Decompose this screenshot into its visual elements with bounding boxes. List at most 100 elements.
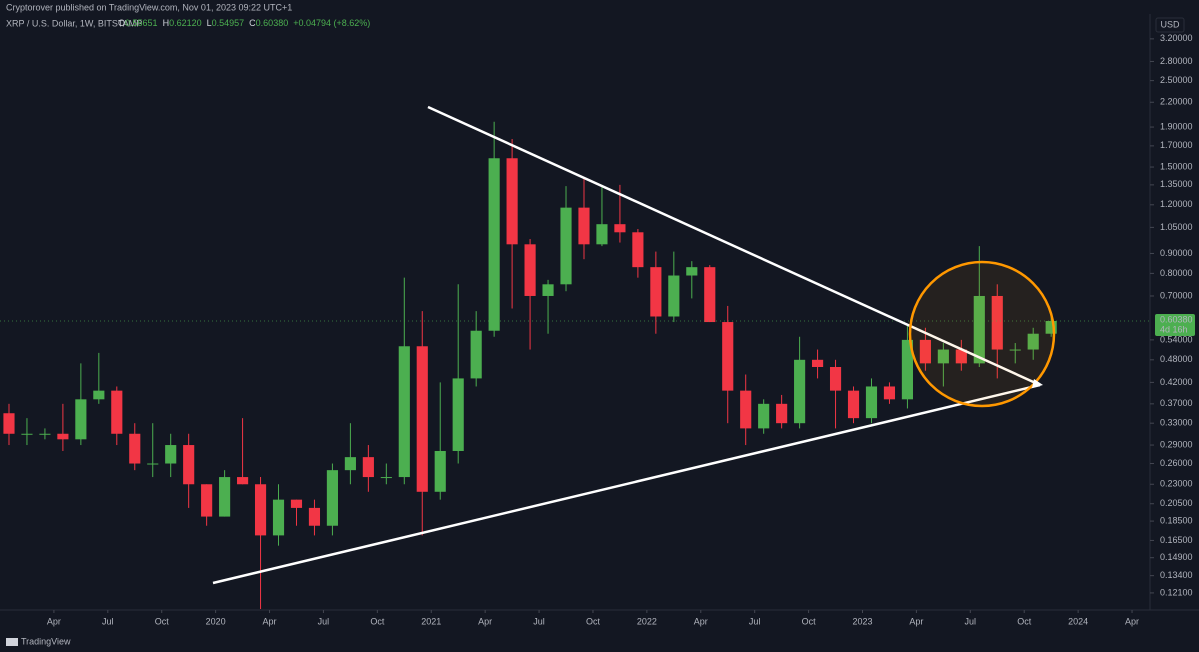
x-tick-label: Apr <box>263 616 277 626</box>
candle-body <box>272 499 285 536</box>
x-tick-label: Jul <box>102 616 114 626</box>
x-tick-label: 2020 <box>206 616 226 626</box>
candle-body <box>1027 333 1039 350</box>
candle-body <box>183 445 195 485</box>
candle-body <box>847 390 860 419</box>
x-tick-label: Apr <box>694 616 708 626</box>
candle-body <box>919 339 931 364</box>
last-price-label: 0.60380 <box>1160 314 1193 324</box>
currency: USD <box>1160 19 1180 29</box>
ohlc-value: 0.62120 <box>169 18 202 28</box>
x-tick-label: 2022 <box>637 616 657 626</box>
candle-body <box>740 390 752 429</box>
x-tick-label: Oct <box>586 616 601 626</box>
candle-body <box>650 267 662 317</box>
candle-body <box>3 413 15 434</box>
y-tick-label: 2.50000 <box>1160 75 1193 85</box>
candle-body <box>452 378 464 451</box>
candle-body <box>75 399 87 440</box>
candle-body <box>758 403 770 429</box>
candle-body <box>111 390 123 434</box>
y-tick-label: 1.70000 <box>1160 140 1193 150</box>
y-tick-label: 1.05000 <box>1160 222 1193 232</box>
candle-body <box>237 477 249 485</box>
candle-body <box>129 433 141 464</box>
candle-body <box>668 275 680 317</box>
x-tick-label: Apr <box>47 616 61 626</box>
y-tick-label: 0.48000 <box>1160 354 1193 364</box>
x-tick-label: 2023 <box>852 616 872 626</box>
candle-body <box>308 507 321 526</box>
candle-body <box>93 390 105 400</box>
candle-body <box>506 158 518 245</box>
y-tick-label: 0.13400 <box>1160 570 1193 580</box>
candle-body <box>560 207 572 285</box>
y-tick-label: 0.29000 <box>1160 439 1193 449</box>
y-tick-label: 3.20000 <box>1160 33 1193 43</box>
y-tick-label: 2.20000 <box>1160 97 1193 107</box>
y-tick-label: 0.14900 <box>1160 552 1193 562</box>
ohlc-legend: O0.55651 H0.62120 L0.54957 C0.60380 +0.04794… <box>118 18 370 28</box>
candle-body <box>326 470 338 526</box>
candle-body <box>1045 320 1057 334</box>
candle-body <box>416 346 428 492</box>
candle-body <box>794 359 806 424</box>
y-tick-label: 1.50000 <box>1160 161 1193 171</box>
ohlc-value: 0.55651 <box>125 18 158 28</box>
y-tick-label: 1.90000 <box>1160 121 1193 131</box>
candle-body <box>488 158 500 331</box>
y-tick-label: 0.20500 <box>1160 498 1193 508</box>
brand-logo <box>6 638 18 646</box>
x-tick-label: Jul <box>965 616 977 626</box>
candle-body <box>524 244 536 296</box>
x-tick-label: Jul <box>318 616 330 626</box>
candle-body <box>991 295 1003 350</box>
x-tick-label: Oct <box>155 616 170 626</box>
y-tick-label: 2.80000 <box>1160 56 1193 66</box>
candle-body <box>362 457 374 478</box>
candle-body <box>829 367 842 391</box>
candle-body <box>937 349 949 364</box>
y-tick-label: 0.18500 <box>1160 515 1193 525</box>
y-tick-label: 0.54000 <box>1160 334 1193 344</box>
x-tick-label: Oct <box>370 616 385 626</box>
candle-body <box>219 477 231 517</box>
candle-body <box>812 359 824 368</box>
y-tick-label: 0.33000 <box>1160 418 1193 428</box>
candle-body <box>901 339 913 400</box>
x-tick-label: Oct <box>1017 616 1032 626</box>
candle-body <box>344 457 356 471</box>
change: +0.04794 (+8.62%) <box>293 18 370 28</box>
candle-body <box>686 267 698 276</box>
ohlc-key: H <box>163 18 170 28</box>
y-tick-label: 0.70000 <box>1160 290 1193 300</box>
ohlc-key: O <box>118 18 125 28</box>
x-tick-label: 2024 <box>1068 616 1088 626</box>
candle-body <box>380 477 392 479</box>
candle-body <box>776 403 788 424</box>
trendline-arrow <box>1032 379 1043 388</box>
candle-body <box>578 207 590 245</box>
x-tick-label: Apr <box>478 616 492 626</box>
candle-body <box>434 450 446 492</box>
y-tick-label: 0.26000 <box>1160 458 1193 468</box>
symbol: XRP / U.S. Dollar, 1W, BITSTAMP <box>6 18 142 28</box>
y-tick-label: 0.23000 <box>1160 479 1193 489</box>
candle-body <box>398 346 410 478</box>
candle-body <box>470 330 482 379</box>
y-tick-label: 0.37000 <box>1160 398 1193 408</box>
candle-body <box>290 499 303 508</box>
candle-body <box>201 484 213 517</box>
x-tick-label: Oct <box>802 616 817 626</box>
candle-body <box>883 386 896 400</box>
ohlc-text: O0.55651 H0.62120 L0.54957 C0.60380 +0.04794… <box>118 18 370 28</box>
x-tick-label: Apr <box>1125 616 1139 626</box>
candle-body <box>722 322 734 391</box>
x-tick-label: Jul <box>533 616 545 626</box>
candle-body <box>147 463 159 465</box>
countdown: 4d 16h <box>1160 324 1188 334</box>
candle-body <box>632 232 644 268</box>
candle-body <box>704 267 716 323</box>
upper-trendline <box>427 105 1041 387</box>
